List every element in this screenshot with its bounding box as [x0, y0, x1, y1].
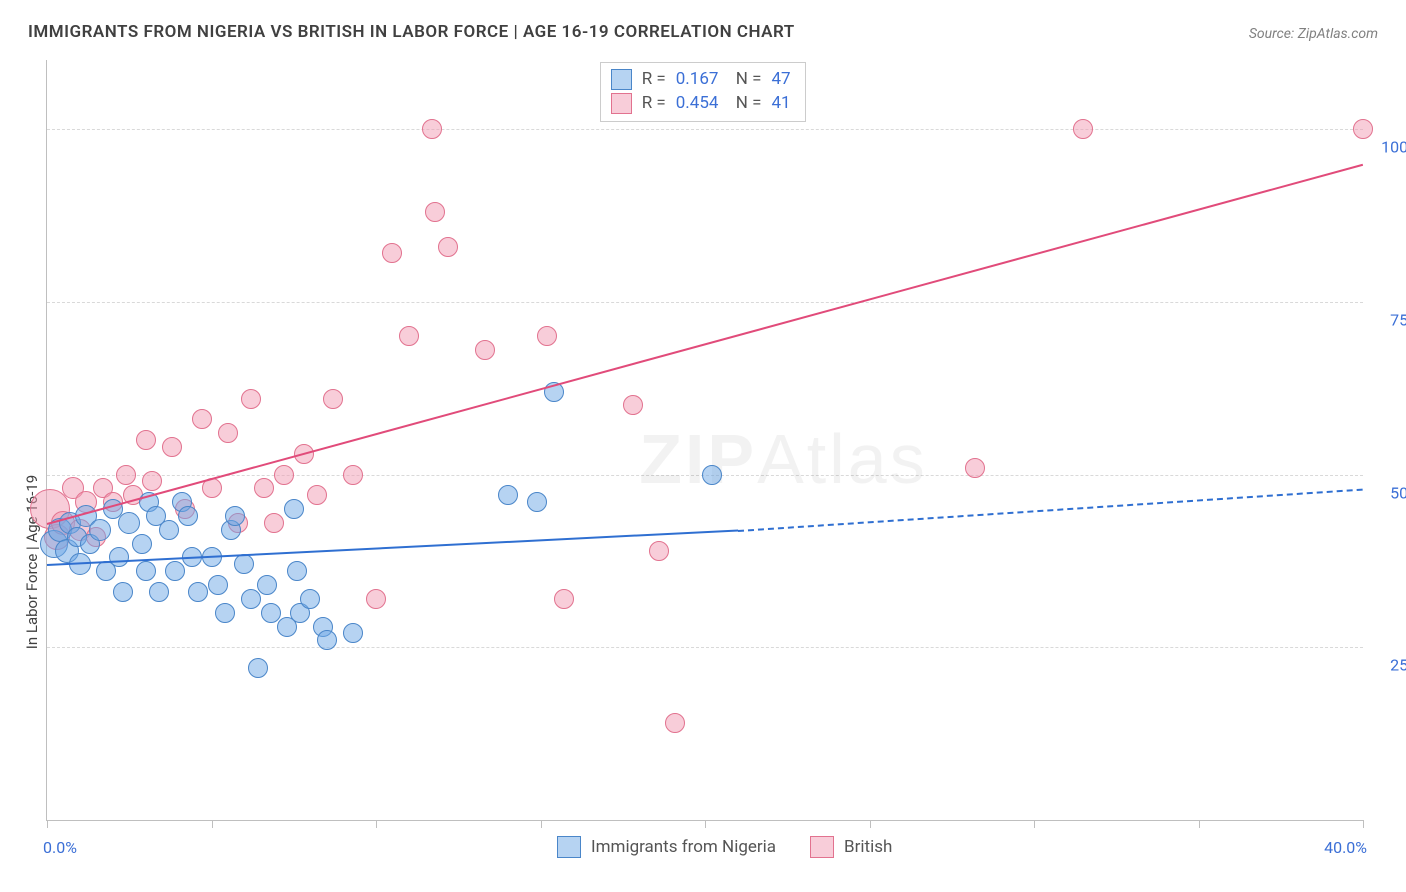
data-point-british	[274, 465, 294, 485]
data-point-nigeria	[188, 582, 208, 602]
data-point-nigeria	[136, 561, 156, 581]
data-point-nigeria	[165, 561, 185, 581]
data-point-nigeria	[702, 465, 722, 485]
data-point-british	[264, 513, 284, 533]
data-point-british	[1073, 119, 1093, 139]
data-point-british	[554, 589, 574, 609]
stat-row: R =0.167N =47	[611, 67, 791, 91]
data-point-nigeria	[248, 658, 268, 678]
data-point-nigeria	[149, 582, 169, 602]
data-point-nigeria	[257, 575, 277, 595]
x-tick	[1034, 820, 1035, 828]
data-point-british	[1353, 119, 1373, 139]
data-point-nigeria	[225, 506, 245, 526]
data-point-british	[241, 389, 261, 409]
data-point-nigeria	[284, 499, 304, 519]
data-point-british	[162, 437, 182, 457]
data-point-british	[965, 458, 985, 478]
data-point-british	[323, 389, 343, 409]
data-point-nigeria	[234, 554, 254, 574]
source-label: Source: ZipAtlas.com	[1249, 26, 1378, 42]
x-tick	[47, 820, 48, 828]
x-tick	[212, 820, 213, 828]
data-point-nigeria	[343, 623, 363, 643]
data-point-british	[537, 326, 557, 346]
x-tick-label: 0.0%	[43, 838, 77, 857]
x-tick	[541, 820, 542, 828]
data-point-nigeria	[208, 575, 228, 595]
data-point-british	[649, 541, 669, 561]
data-point-nigeria	[132, 534, 152, 554]
y-tick-label: 75.0%	[1373, 310, 1406, 329]
trend-line	[738, 488, 1363, 531]
data-point-nigeria	[498, 485, 518, 505]
x-tick	[1199, 820, 1200, 828]
data-point-nigeria	[261, 603, 281, 623]
data-point-nigeria	[113, 582, 133, 602]
data-point-british	[307, 485, 327, 505]
bottom-legend: Immigrants from Nigeria British	[557, 836, 916, 858]
data-point-british	[425, 202, 445, 222]
x-tick	[870, 820, 871, 828]
data-point-british	[136, 430, 156, 450]
watermark: ZIPAtlas	[639, 419, 928, 499]
data-point-british	[399, 326, 419, 346]
legend-swatch	[810, 836, 834, 858]
data-point-british	[218, 423, 238, 443]
data-point-british	[422, 119, 442, 139]
y-tick-label: 100.0%	[1373, 138, 1406, 157]
data-point-british	[142, 471, 162, 491]
legend-swatch	[611, 93, 632, 114]
stat-box: R =0.167N =47R =0.454N =41	[600, 62, 806, 122]
gridline	[47, 129, 1363, 130]
data-point-nigeria	[215, 603, 235, 623]
gridline	[47, 647, 1363, 648]
x-tick	[705, 820, 706, 828]
data-point-nigeria	[287, 561, 307, 581]
data-point-nigeria	[527, 492, 547, 512]
gridline	[47, 302, 1363, 303]
data-point-british	[623, 395, 643, 415]
data-point-british	[254, 478, 274, 498]
chart-plot-area: 25.0%50.0%75.0%100.0%0.0%40.0%In Labor F…	[46, 60, 1363, 821]
x-tick	[376, 820, 377, 828]
x-tick-label: 40.0%	[1313, 838, 1367, 857]
data-point-british	[343, 465, 363, 485]
data-point-british	[665, 713, 685, 733]
data-point-nigeria	[241, 589, 261, 609]
data-point-nigeria	[109, 547, 129, 567]
data-point-british	[438, 237, 458, 257]
x-tick	[1363, 820, 1364, 828]
data-point-nigeria	[178, 506, 198, 526]
data-point-nigeria	[118, 512, 140, 534]
data-point-nigeria	[89, 519, 111, 541]
data-point-british	[366, 589, 386, 609]
legend-label: British	[844, 837, 892, 857]
y-tick-label: 25.0%	[1373, 656, 1406, 675]
y-tick-label: 50.0%	[1373, 483, 1406, 502]
data-point-nigeria	[300, 589, 320, 609]
data-point-british	[382, 243, 402, 263]
data-point-british	[475, 340, 495, 360]
data-point-nigeria	[159, 520, 179, 540]
chart-title: IMMIGRANTS FROM NIGERIA VS BRITISH IN LA…	[28, 22, 795, 42]
legend-swatch	[557, 836, 581, 858]
legend-label: Immigrants from Nigeria	[591, 837, 776, 857]
data-point-british	[192, 409, 212, 429]
data-point-nigeria	[317, 630, 337, 650]
legend-swatch	[611, 69, 632, 90]
stat-row: R =0.454N =41	[611, 91, 791, 115]
data-point-british	[116, 465, 136, 485]
